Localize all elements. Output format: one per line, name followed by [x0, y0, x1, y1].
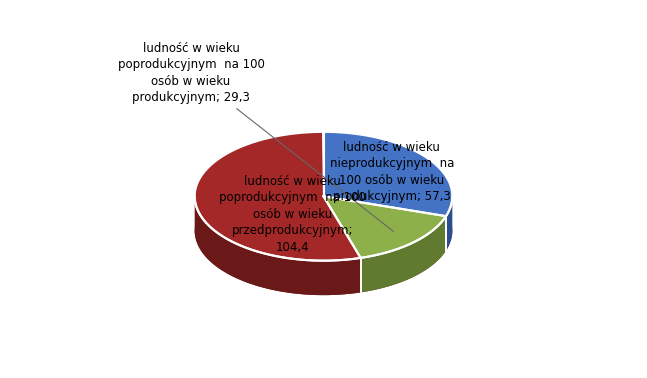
- Polygon shape: [195, 132, 360, 261]
- Polygon shape: [360, 216, 446, 293]
- Text: ludność w wieku
poprodukcyjnym  na 100
osób w wieku
przedprodukcyjnym;
104,4: ludność w wieku poprodukcyjnym na 100 os…: [219, 175, 366, 254]
- Polygon shape: [324, 132, 452, 216]
- Polygon shape: [195, 197, 360, 295]
- Text: ludność w wieku
nieprodukcyjnym  na
100 osób w wieku
produkcyjnym; 57,3: ludność w wieku nieprodukcyjnym na 100 o…: [329, 141, 454, 203]
- Polygon shape: [324, 196, 446, 258]
- Polygon shape: [446, 196, 452, 251]
- Text: ludność w wieku
poprodukcyjnym  na 100
osób w wieku
produkcyjnym; 29,3: ludność w wieku poprodukcyjnym na 100 os…: [118, 42, 393, 231]
- Ellipse shape: [195, 166, 452, 295]
